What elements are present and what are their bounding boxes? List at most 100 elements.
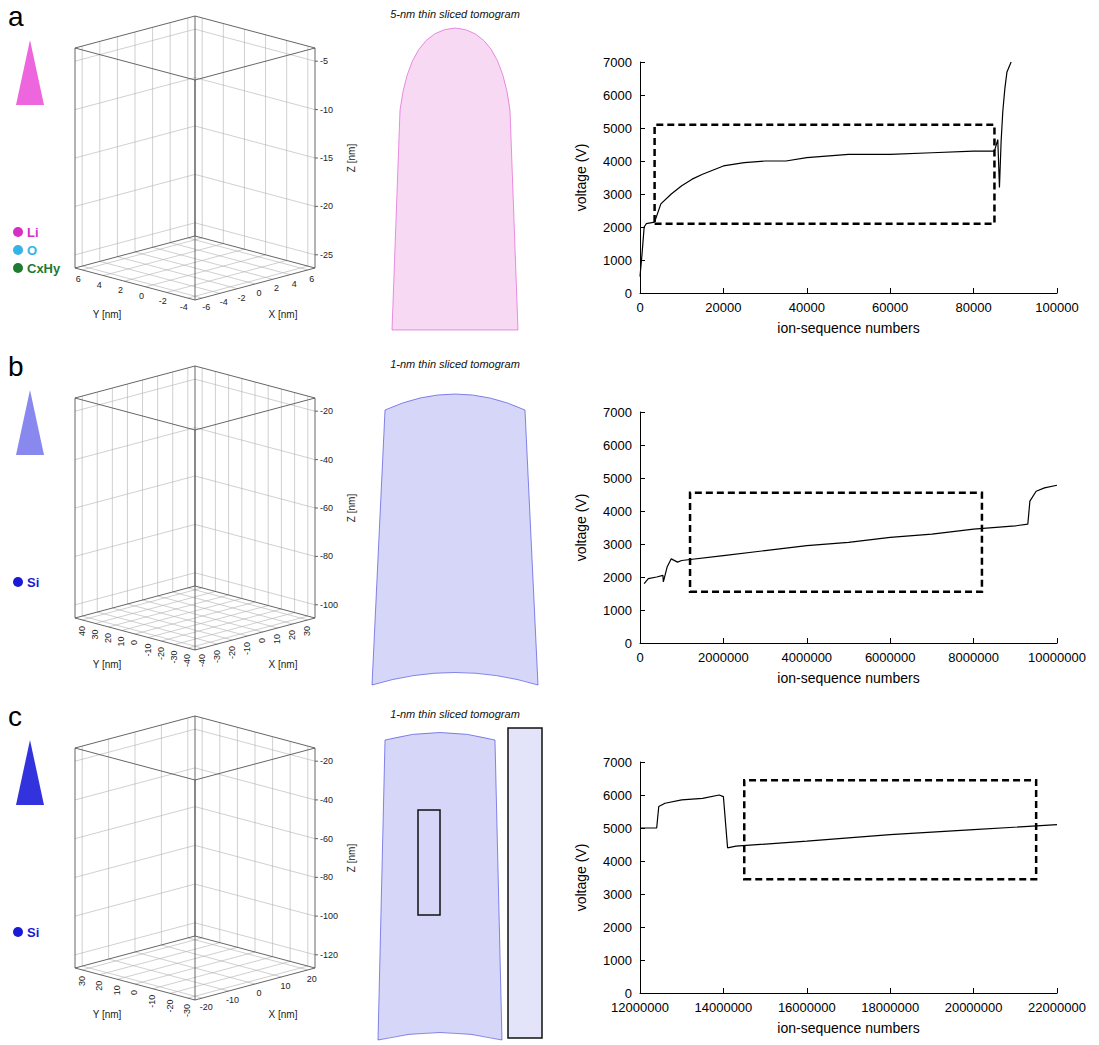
svg-text:5000: 5000 xyxy=(603,121,632,136)
svg-text:6000: 6000 xyxy=(603,788,632,803)
svg-text:22000000: 22000000 xyxy=(1028,1000,1086,1015)
svg-text:6: 6 xyxy=(76,274,81,284)
svg-text:-40: -40 xyxy=(182,654,192,667)
svg-text:30: 30 xyxy=(302,626,312,636)
svg-text:20: 20 xyxy=(94,981,104,991)
svg-text:5000: 5000 xyxy=(603,471,632,486)
svg-text:6000: 6000 xyxy=(603,438,632,453)
svg-text:-10: -10 xyxy=(147,995,157,1008)
svg-text:1000: 1000 xyxy=(603,953,632,968)
svg-text:2000: 2000 xyxy=(603,220,632,235)
svg-text:voltage (V): voltage (V) xyxy=(573,844,589,912)
svg-text:20000: 20000 xyxy=(705,300,741,315)
svg-text:3000: 3000 xyxy=(603,187,632,202)
svg-text:voltage (V): voltage (V) xyxy=(573,494,589,562)
svg-text:0: 0 xyxy=(625,286,632,301)
svg-text:5000: 5000 xyxy=(603,821,632,836)
svg-text:a: a xyxy=(8,1,24,32)
svg-text:-2: -2 xyxy=(159,296,167,306)
svg-text:5-nm thin sliced tomogram: 5-nm thin sliced tomogram xyxy=(390,8,520,20)
svg-text:-10: -10 xyxy=(320,105,333,115)
svg-text:3000: 3000 xyxy=(603,537,632,552)
svg-text:16000000: 16000000 xyxy=(778,1000,836,1015)
svg-text:4000: 4000 xyxy=(603,504,632,519)
svg-text:0: 0 xyxy=(256,988,261,998)
svg-text:6: 6 xyxy=(309,274,314,284)
svg-text:2: 2 xyxy=(274,283,279,293)
svg-text:O: O xyxy=(27,243,37,258)
svg-text:60000: 60000 xyxy=(872,300,908,315)
svg-text:4000: 4000 xyxy=(603,154,632,169)
svg-text:10: 10 xyxy=(116,636,126,646)
svg-text:20: 20 xyxy=(103,633,113,643)
svg-text:30: 30 xyxy=(90,629,100,639)
svg-text:2000: 2000 xyxy=(603,570,632,585)
svg-text:4: 4 xyxy=(97,280,102,290)
svg-text:1000: 1000 xyxy=(603,253,632,268)
svg-text:2000: 2000 xyxy=(603,920,632,935)
svg-text:Li: Li xyxy=(27,225,39,240)
svg-text:-20: -20 xyxy=(200,1002,213,1012)
svg-text:0: 0 xyxy=(625,636,632,651)
svg-text:-20: -20 xyxy=(165,999,175,1012)
svg-text:7000: 7000 xyxy=(603,55,632,70)
svg-text:-60: -60 xyxy=(320,503,333,513)
svg-text:-60: -60 xyxy=(320,834,333,844)
svg-text:c: c xyxy=(8,701,22,732)
svg-text:ion-sequence numbers: ion-sequence numbers xyxy=(777,1020,919,1036)
svg-text:10: 10 xyxy=(112,985,122,995)
svg-text:Si: Si xyxy=(27,925,39,940)
svg-text:18000000: 18000000 xyxy=(861,1000,919,1015)
svg-text:30: 30 xyxy=(77,976,87,986)
svg-text:0: 0 xyxy=(256,288,261,298)
svg-text:8000000: 8000000 xyxy=(948,650,999,665)
svg-text:ion-sequence numbers: ion-sequence numbers xyxy=(777,320,919,336)
svg-text:10000000: 10000000 xyxy=(1028,650,1086,665)
svg-text:-6: -6 xyxy=(202,302,210,312)
svg-text:-80: -80 xyxy=(320,551,333,561)
svg-text:0: 0 xyxy=(636,300,643,315)
svg-text:40000: 40000 xyxy=(789,300,825,315)
svg-text:-30: -30 xyxy=(212,650,222,663)
svg-text:-10: -10 xyxy=(143,644,153,657)
svg-text:0: 0 xyxy=(625,986,632,1001)
svg-text:20: 20 xyxy=(307,974,317,984)
svg-text:Y [nm]: Y [nm] xyxy=(93,1009,122,1020)
svg-text:-20: -20 xyxy=(320,406,333,416)
svg-text:-4: -4 xyxy=(180,302,188,312)
svg-text:-10: -10 xyxy=(242,642,252,655)
svg-text:-100: -100 xyxy=(320,600,338,610)
svg-text:-80: -80 xyxy=(320,872,333,882)
svg-text:X [nm]: X [nm] xyxy=(269,1009,298,1020)
svg-text:-30: -30 xyxy=(169,651,179,664)
svg-text:-25: -25 xyxy=(320,250,333,260)
svg-text:6000: 6000 xyxy=(603,88,632,103)
svg-text:12000000: 12000000 xyxy=(611,1000,669,1015)
svg-text:7000: 7000 xyxy=(603,755,632,770)
svg-text:0: 0 xyxy=(129,640,139,645)
svg-text:-40: -40 xyxy=(320,795,333,805)
svg-text:X [nm]: X [nm] xyxy=(269,659,298,670)
svg-text:-2: -2 xyxy=(237,293,245,303)
svg-text:Si: Si xyxy=(27,575,39,590)
svg-text:20: 20 xyxy=(287,630,297,640)
svg-text:Z [nm]: Z [nm] xyxy=(346,144,357,173)
svg-text:-15: -15 xyxy=(320,153,333,163)
svg-text:6000000: 6000000 xyxy=(865,650,916,665)
svg-text:b: b xyxy=(8,351,24,382)
svg-text:4: 4 xyxy=(292,279,297,289)
svg-text:-10: -10 xyxy=(226,995,239,1005)
svg-text:-4: -4 xyxy=(220,297,228,307)
svg-text:Z [nm]: Z [nm] xyxy=(346,844,357,873)
svg-text:-30: -30 xyxy=(182,1004,192,1017)
svg-text:40: 40 xyxy=(77,626,87,636)
svg-text:Z [nm]: Z [nm] xyxy=(346,494,357,523)
svg-text:-5: -5 xyxy=(320,56,328,66)
svg-text:0: 0 xyxy=(129,990,139,995)
svg-text:7000: 7000 xyxy=(603,405,632,420)
svg-text:0: 0 xyxy=(257,638,267,643)
svg-text:-20: -20 xyxy=(227,646,237,659)
svg-text:-40: -40 xyxy=(197,654,207,667)
svg-text:2000000: 2000000 xyxy=(698,650,749,665)
svg-text:20000000: 20000000 xyxy=(945,1000,1003,1015)
